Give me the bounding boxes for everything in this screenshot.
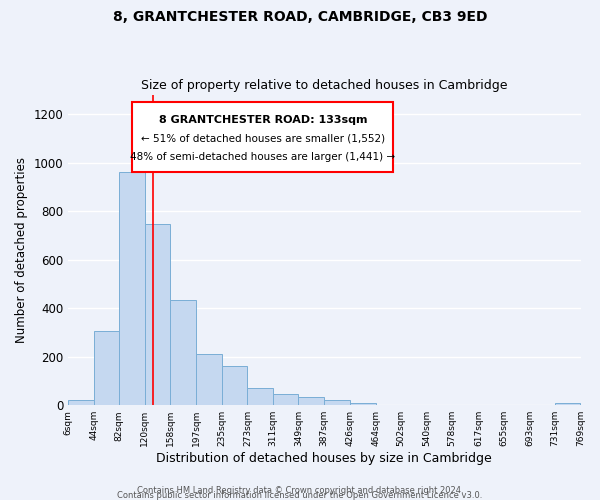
Bar <box>247 388 273 405</box>
Text: Contains HM Land Registry data © Crown copyright and database right 2024.: Contains HM Land Registry data © Crown c… <box>137 486 463 495</box>
Bar <box>145 224 170 405</box>
Bar <box>350 404 376 405</box>
Bar <box>298 397 324 405</box>
Y-axis label: Number of detached properties: Number of detached properties <box>15 157 28 343</box>
Text: Contains public sector information licensed under the Open Government Licence v3: Contains public sector information licen… <box>118 491 482 500</box>
FancyBboxPatch shape <box>132 102 394 172</box>
Bar <box>555 403 580 405</box>
Text: 8 GRANTCHESTER ROAD: 133sqm: 8 GRANTCHESTER ROAD: 133sqm <box>158 114 367 124</box>
Bar <box>94 330 119 405</box>
Bar <box>196 354 222 405</box>
Text: ← 51% of detached houses are smaller (1,552): ← 51% of detached houses are smaller (1,… <box>141 134 385 143</box>
Bar <box>68 400 94 405</box>
Text: 8, GRANTCHESTER ROAD, CAMBRIDGE, CB3 9ED: 8, GRANTCHESTER ROAD, CAMBRIDGE, CB3 9ED <box>113 10 487 24</box>
Bar <box>273 394 298 405</box>
Bar <box>119 172 145 405</box>
Text: 48% of semi-detached houses are larger (1,441) →: 48% of semi-detached houses are larger (… <box>130 152 395 162</box>
Bar <box>170 300 196 405</box>
Title: Size of property relative to detached houses in Cambridge: Size of property relative to detached ho… <box>141 79 508 92</box>
X-axis label: Distribution of detached houses by size in Cambridge: Distribution of detached houses by size … <box>157 452 492 465</box>
Bar <box>324 400 350 405</box>
Bar <box>222 366 247 405</box>
